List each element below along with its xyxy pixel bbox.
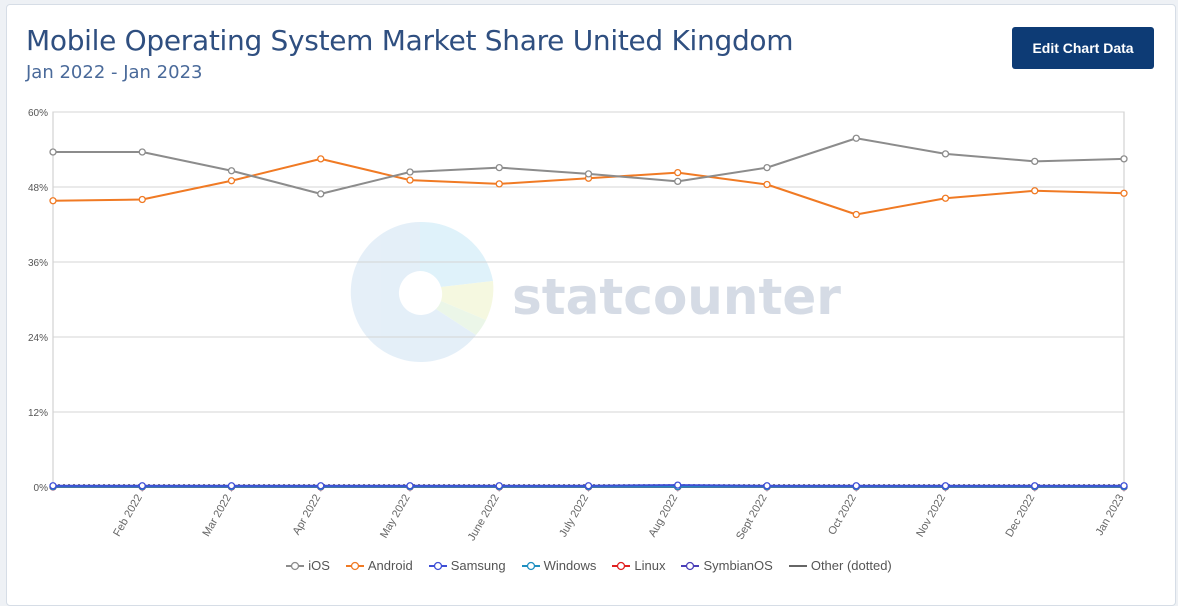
x-tick-label: Dec 2022 bbox=[1003, 493, 1037, 540]
x-tick-label: May 2022 bbox=[378, 493, 413, 541]
legend-label: iOS bbox=[308, 558, 330, 573]
data-point[interactable] bbox=[852, 482, 860, 490]
watermark-logo-cyan-segment bbox=[420, 221, 493, 287]
data-point[interactable] bbox=[1120, 189, 1128, 197]
x-tick-label: Nov 2022 bbox=[914, 493, 948, 540]
data-point[interactable] bbox=[674, 168, 682, 177]
x-tick-label: Apr 2022 bbox=[291, 493, 324, 538]
line-chart: statcounter 0% 12% 24% 36% 48% 60% Feb 2022 Ma… bbox=[28, 108, 1128, 544]
x-tick-label: Feb 2022 bbox=[111, 493, 145, 539]
data-point[interactable] bbox=[49, 482, 57, 490]
data-point[interactable] bbox=[495, 180, 503, 188]
series-samsung bbox=[49, 481, 1128, 490]
data-point[interactable] bbox=[763, 482, 771, 490]
data-point[interactable] bbox=[138, 482, 146, 490]
data-point[interactable] bbox=[763, 180, 771, 189]
data-point[interactable] bbox=[1120, 155, 1128, 163]
data-point[interactable] bbox=[227, 167, 236, 175]
legend-item[interactable]: Samsung bbox=[428, 558, 506, 573]
legend-label: SymbianOS bbox=[703, 558, 773, 573]
legend-swatch bbox=[788, 564, 807, 567]
legend-swatch bbox=[428, 561, 447, 570]
data-point[interactable] bbox=[1031, 157, 1039, 166]
data-point[interactable] bbox=[1120, 482, 1128, 490]
chart-card bbox=[6, 4, 1176, 606]
y-axis: 0% 12% 24% 36% 48% 60% bbox=[28, 108, 48, 494]
page-title: Mobile Operating System Market Share Uni… bbox=[26, 24, 794, 57]
legend-swatch bbox=[345, 561, 364, 570]
data-point[interactable] bbox=[1031, 482, 1039, 490]
legend-item[interactable]: SymbianOS bbox=[681, 558, 773, 573]
x-tick-label: Oct 2022 bbox=[826, 493, 859, 538]
legend-item[interactable]: Other (dotted) bbox=[788, 558, 892, 573]
x-tick-label: Mar 2022 bbox=[200, 493, 234, 539]
legend-label: Samsung bbox=[450, 558, 506, 573]
data-point[interactable] bbox=[941, 150, 950, 158]
data-point[interactable] bbox=[138, 195, 146, 204]
data-point[interactable] bbox=[495, 163, 503, 172]
watermark-text: statcounter bbox=[512, 268, 841, 326]
data-point[interactable] bbox=[1031, 187, 1039, 195]
data-point[interactable] bbox=[674, 177, 682, 186]
legend-swatch bbox=[521, 561, 540, 570]
y-tick-label: 36% bbox=[28, 258, 48, 269]
legend-item[interactable]: Android bbox=[345, 558, 413, 573]
statcounter-watermark: statcounter bbox=[350, 221, 841, 362]
legend-swatch bbox=[612, 561, 631, 570]
data-point[interactable] bbox=[495, 482, 503, 490]
data-point[interactable] bbox=[763, 163, 771, 172]
page-subtitle: Jan 2022 - Jan 2023 bbox=[26, 62, 203, 83]
y-tick-label: 12% bbox=[28, 408, 48, 419]
data-point[interactable] bbox=[317, 482, 325, 490]
data-point[interactable] bbox=[674, 481, 682, 489]
legend-label: Other (dotted) bbox=[810, 558, 892, 573]
legend-label: Android bbox=[367, 558, 413, 573]
x-axis: Feb 2022 Mar 2022 Apr 2022 May 2022 June 202… bbox=[111, 487, 1127, 544]
y-tick-label: 60% bbox=[28, 108, 48, 119]
legend-label: Windows bbox=[543, 558, 597, 573]
data-point[interactable] bbox=[941, 194, 950, 202]
series-layer bbox=[49, 134, 1128, 491]
data-point[interactable] bbox=[852, 134, 860, 142]
data-point[interactable] bbox=[227, 482, 236, 490]
data-point[interactable] bbox=[406, 176, 414, 184]
data-point[interactable] bbox=[584, 482, 593, 490]
series-line bbox=[53, 137, 1125, 195]
y-tick-label: 24% bbox=[28, 333, 48, 344]
series-ios bbox=[49, 134, 1128, 198]
data-point[interactable] bbox=[852, 210, 860, 219]
x-tick-label: Jan 2023 bbox=[1094, 493, 1127, 538]
watermark-logo-yellow-segment bbox=[441, 281, 494, 320]
data-point[interactable] bbox=[49, 148, 57, 156]
watermark-logo-blue-segment bbox=[350, 222, 476, 362]
y-tick-label: 48% bbox=[28, 183, 48, 194]
legend-label: Linux bbox=[634, 558, 666, 573]
data-point[interactable] bbox=[941, 482, 950, 490]
x-tick-label: July 2022 bbox=[557, 493, 591, 540]
edit-chart-data-button[interactable]: Edit Chart Data bbox=[1012, 27, 1154, 69]
legend-item[interactable]: Windows bbox=[521, 558, 597, 573]
data-point[interactable] bbox=[317, 190, 325, 198]
watermark-logo-green-segment bbox=[436, 301, 486, 335]
data-point[interactable] bbox=[584, 170, 593, 178]
legend-swatch bbox=[681, 561, 700, 570]
series-android bbox=[49, 155, 1128, 219]
data-point[interactable] bbox=[227, 177, 236, 185]
legend: iOS Android Samsung Windows Linux SymbianOS Ot… bbox=[0, 558, 1178, 573]
data-point[interactable] bbox=[406, 168, 414, 176]
x-tick-label: June 2022 bbox=[466, 493, 502, 544]
data-point[interactable] bbox=[406, 482, 414, 490]
legend-swatch bbox=[286, 561, 305, 570]
x-tick-label: Aug 2022 bbox=[646, 493, 680, 540]
data-point[interactable] bbox=[317, 155, 325, 163]
legend-item[interactable]: iOS bbox=[286, 558, 330, 573]
legend-item[interactable]: Linux bbox=[612, 558, 665, 573]
data-point[interactable] bbox=[138, 148, 146, 156]
data-point[interactable] bbox=[49, 197, 57, 205]
y-tick-label: 0% bbox=[34, 483, 49, 494]
x-tick-label: Sept 2022 bbox=[734, 493, 769, 542]
